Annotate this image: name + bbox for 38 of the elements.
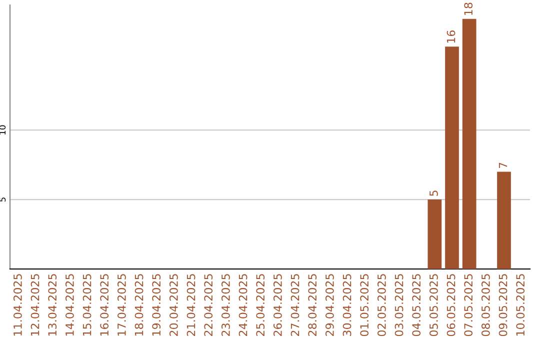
x-tick-label: 07.05.2025: [464, 274, 473, 336]
x-tick-label: 15.04.2025: [82, 274, 92, 336]
x-tick-label: 28.04.2025: [308, 274, 317, 336]
x-tick-label: 04.05.2025: [412, 274, 421, 336]
bar: [462, 18, 476, 269]
x-tick-label: 14.04.2025: [65, 274, 74, 336]
x-tick-label: 26.04.2025: [273, 274, 282, 336]
x-tick-label: 24.04.2025: [238, 274, 248, 336]
data-label: 5: [430, 190, 438, 196]
data-label: 7: [498, 162, 508, 168]
x-tick-label: 25.04.2025: [256, 274, 265, 336]
x-tick-label: 09.05.2025: [498, 274, 508, 336]
x-tick-label: 18.04.2025: [134, 274, 144, 336]
bar: [428, 200, 442, 269]
x-tick-label: 16.04.2025: [100, 274, 109, 336]
x-tick-label: 11.04.2025: [13, 274, 22, 336]
x-tick-label: 12.04.2025: [30, 274, 40, 336]
x-tick-label: 19.04.2025: [152, 274, 161, 336]
x-tick-label: 30.04.2025: [342, 274, 352, 336]
x-tick-label: 02.05.2025: [377, 274, 386, 336]
data-label: 16: [446, 30, 456, 43]
x-tick-label: 08.05.2025: [481, 274, 490, 336]
x-tick-label: 03.05.2025: [394, 274, 404, 336]
x-tick-label: 13.04.2025: [48, 274, 57, 336]
bar: [497, 172, 511, 269]
x-tick-label: 21.04.2025: [186, 274, 196, 336]
x-tick-label: 23.04.2025: [221, 274, 230, 336]
x-tick-label: 01.05.2025: [360, 274, 369, 336]
x-tick-label: 05.05.2025: [429, 274, 438, 336]
x-tick-label: 22.04.2025: [204, 274, 213, 336]
x-tick-label: 20.04.2025: [169, 274, 178, 336]
data-label: 18: [464, 2, 473, 15]
bar: [445, 46, 459, 269]
x-tick-label: 27.04.2025: [290, 274, 300, 336]
x-tick-label: 06.05.2025: [446, 274, 456, 336]
x-tick-label: 10.05.2025: [516, 274, 525, 336]
x-tick-label: 29.04.2025: [325, 274, 334, 336]
x-tick-label: 17.04.2025: [117, 274, 126, 336]
